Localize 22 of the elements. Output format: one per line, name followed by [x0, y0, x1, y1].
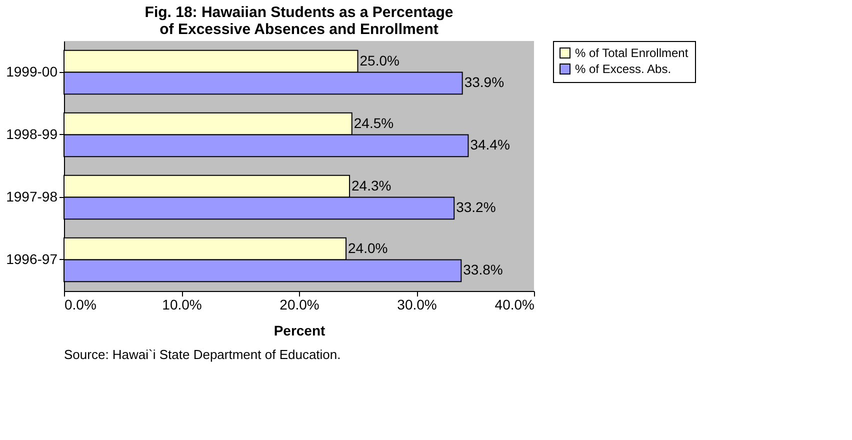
data-label: 34.4% — [470, 136, 510, 153]
y-tick-label: 1997-98 — [6, 188, 58, 204]
x-tick-label: 40.0% — [494, 296, 534, 312]
y-tick-label: 1999-00 — [6, 63, 58, 80]
data-label: 24.3% — [352, 177, 392, 194]
data-label: 25.0% — [360, 52, 400, 68]
y-tick-label: 1998-99 — [6, 126, 58, 142]
legend-label: % of Excess. Abs. — [575, 62, 672, 76]
data-label: 33.9% — [464, 74, 504, 90]
x-tick-label: 20.0% — [280, 296, 320, 312]
data-label: 24.5% — [354, 114, 394, 131]
x-tick-label: 10.0% — [162, 296, 202, 312]
x-tick-label: 0.0% — [64, 296, 96, 312]
data-label: 33.8% — [463, 262, 503, 278]
data-label: 24.0% — [348, 240, 388, 256]
source-note: Source: Hawai`i State Department of Education. — [64, 347, 341, 362]
data-label: 33.2% — [456, 199, 496, 216]
chart-title: Fig. 18: Hawaiian Students as a Percentage of Excessive Absences and Enrollment — [144, 4, 454, 38]
x-axis-title: Percent — [274, 322, 326, 338]
y-tick-label: 1996-97 — [6, 250, 58, 267]
legend-label: % of Total Enrollment — [575, 46, 689, 60]
x-tick-label: 30.0% — [397, 296, 437, 312]
